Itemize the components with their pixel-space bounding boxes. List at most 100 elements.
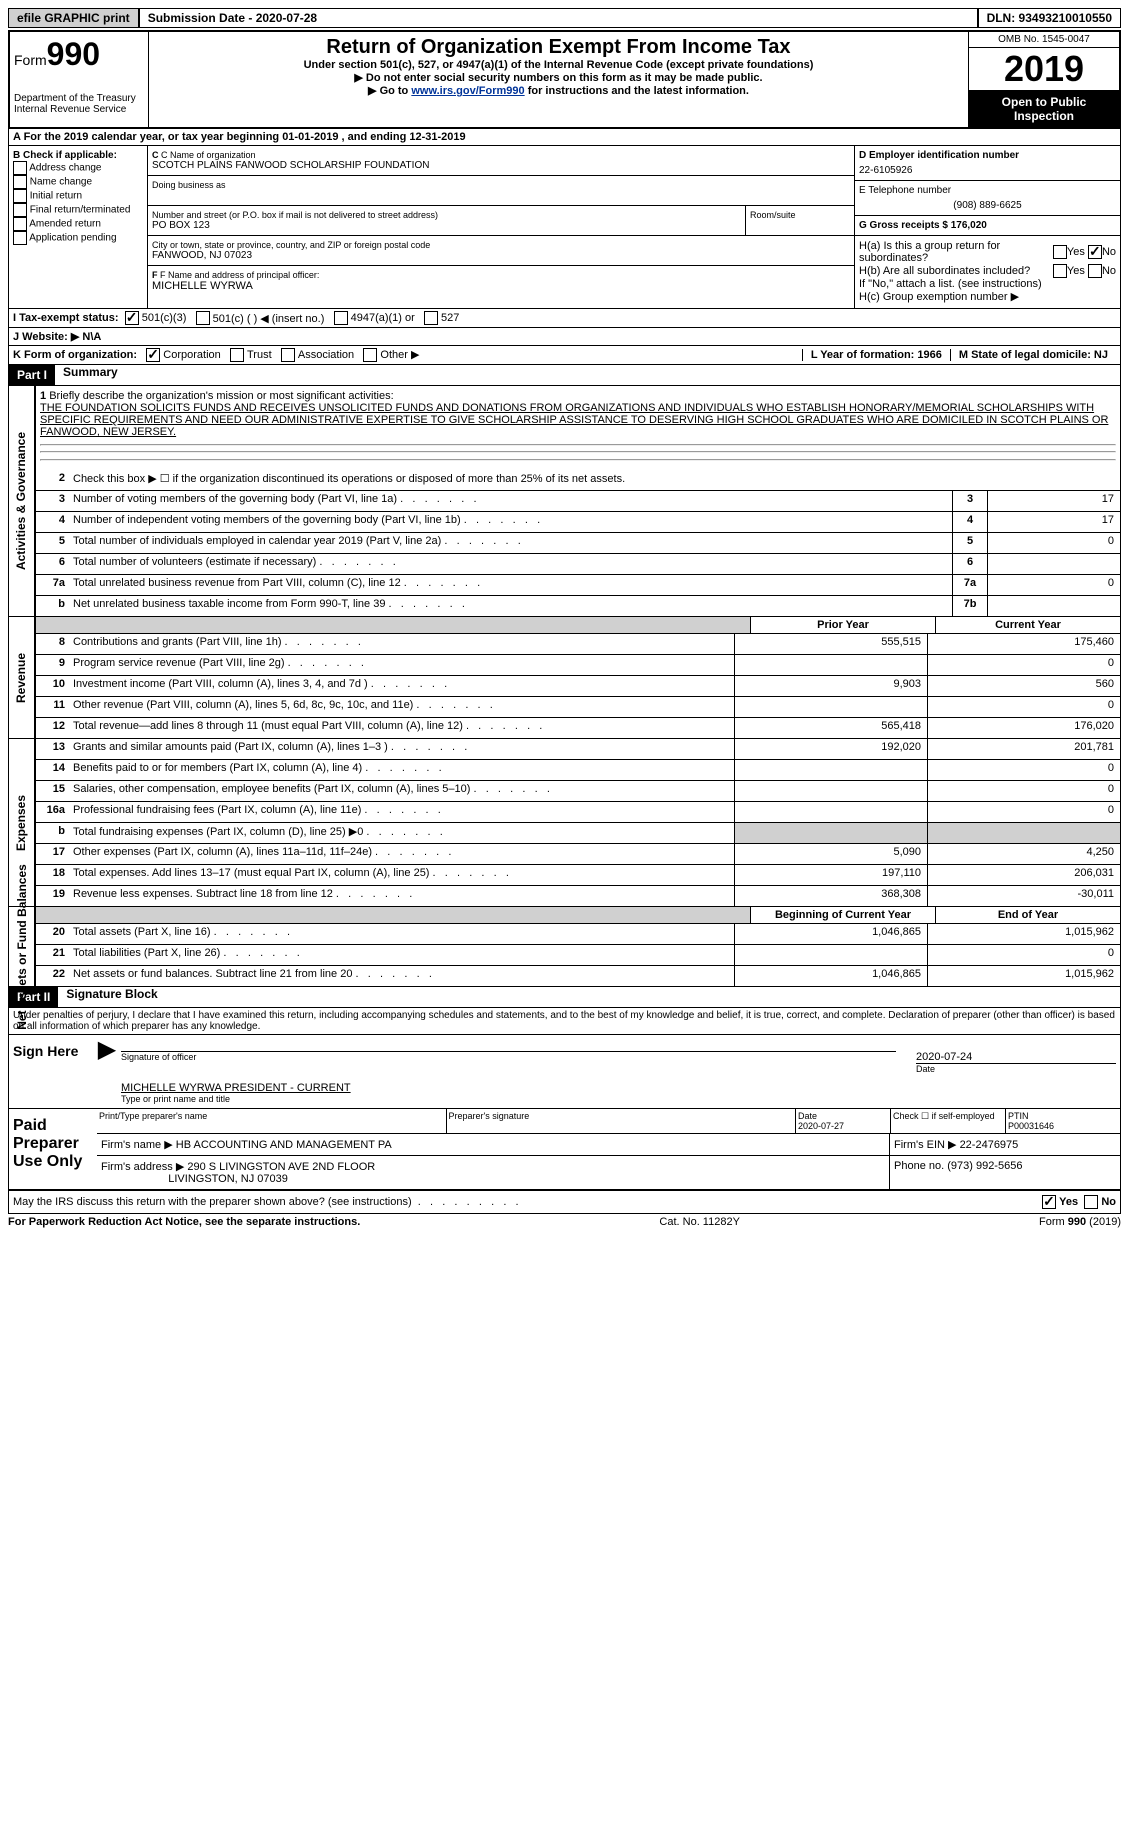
hdr-curr: Current Year bbox=[935, 617, 1120, 633]
m-state: M State of legal domicile: NJ bbox=[959, 349, 1108, 361]
table-row: 15Salaries, other compensation, employee… bbox=[36, 781, 1120, 802]
firm-addr1: 290 S LIVINGSTON AVE 2ND FLOOR bbox=[187, 1161, 375, 1173]
efile-btn[interactable]: efile GRAPHIC print bbox=[8, 8, 139, 28]
b-opt-check[interactable] bbox=[13, 231, 27, 245]
k-label: K Form of organization: bbox=[13, 349, 137, 361]
g-label: G Gross receipts $ 176,020 bbox=[859, 220, 987, 231]
b-opt-check[interactable] bbox=[13, 175, 27, 189]
assoc: Association bbox=[298, 349, 354, 361]
sig-officer-label: Signature of officer bbox=[121, 1052, 896, 1062]
ein: 22-6105926 bbox=[859, 165, 1116, 176]
yes-label: Yes bbox=[1067, 246, 1085, 258]
prep-date-v: 2020-07-27 bbox=[798, 1121, 844, 1131]
ptin: P00031646 bbox=[1008, 1121, 1054, 1131]
hb-no[interactable] bbox=[1088, 264, 1102, 278]
i-label: I Tax-exempt status: bbox=[13, 312, 119, 324]
table-row: 4Number of independent voting members of… bbox=[36, 512, 1120, 533]
part1-title: Summary bbox=[55, 365, 118, 385]
b-opt-check[interactable] bbox=[13, 189, 27, 203]
city: FANWOOD, NJ 07023 bbox=[152, 250, 850, 261]
hdr-end: End of Year bbox=[935, 907, 1120, 923]
irs-link[interactable]: www.irs.gov/Form990 bbox=[411, 85, 524, 97]
footer-mid: Cat. No. 11282Y bbox=[659, 1216, 740, 1228]
ptin-l: PTIN bbox=[1008, 1111, 1029, 1121]
footer: For Paperwork Reduction Act Notice, see … bbox=[8, 1214, 1121, 1228]
sig-date-label: Date bbox=[916, 1064, 1116, 1074]
phone: (908) 889-6625 bbox=[859, 200, 1116, 211]
firm-l: Firm's name ▶ bbox=[101, 1139, 173, 1151]
perjury: Under penalties of perjury, I declare th… bbox=[8, 1008, 1121, 1035]
table-row: 8Contributions and grants (Part VIII, li… bbox=[36, 634, 1120, 655]
officer-name: MICHELLE WYRWA PRESIDENT - CURRENT bbox=[121, 1082, 1116, 1094]
sign-here-block: Sign Here ▶ Signature of officer 2020-07… bbox=[8, 1035, 1121, 1191]
submission-date: Submission Date - 2020-07-28 bbox=[139, 8, 978, 28]
table-row: 13Grants and similar amounts paid (Part … bbox=[36, 739, 1120, 760]
b-opt: Name change bbox=[13, 175, 143, 189]
table-row: 19Revenue less expenses. Subtract line 1… bbox=[36, 886, 1120, 906]
hdr-begin: Beginning of Current Year bbox=[750, 907, 935, 923]
firm-addr2: LIVINGSTON, NJ 07039 bbox=[168, 1173, 288, 1185]
table-row: 20Total assets (Part X, line 16)1,046,86… bbox=[36, 924, 1120, 945]
org-name: SCOTCH PLAINS FANWOOD SCHOLARSHIP FOUNDA… bbox=[152, 160, 850, 171]
o3: 4947(a)(1) or bbox=[351, 312, 415, 324]
corp-check[interactable] bbox=[146, 348, 160, 362]
table-row: 7aTotal unrelated business revenue from … bbox=[36, 575, 1120, 596]
4947-check[interactable] bbox=[334, 311, 348, 325]
top-bar: efile GRAPHIC print Submission Date - 20… bbox=[8, 8, 1121, 28]
sign-here: Sign Here bbox=[9, 1035, 97, 1108]
b-opt: Amended return bbox=[13, 217, 143, 231]
irs-no[interactable] bbox=[1084, 1195, 1098, 1209]
o2: 501(c) ( ) ◀ (insert no.) bbox=[213, 312, 325, 325]
other-check[interactable] bbox=[363, 348, 377, 362]
hdr-prior: Prior Year bbox=[750, 617, 935, 633]
form-990: 990 bbox=[47, 36, 100, 72]
b-opt-check[interactable] bbox=[13, 203, 27, 217]
hb-yes[interactable] bbox=[1053, 264, 1067, 278]
irs-yes[interactable] bbox=[1042, 1195, 1056, 1209]
b-opt-check[interactable] bbox=[13, 161, 27, 175]
form-label: Form bbox=[14, 52, 47, 68]
q2: Check this box ▶ ☐ if the organization d… bbox=[69, 470, 1120, 490]
addr: PO BOX 123 bbox=[152, 220, 741, 231]
no-label: No bbox=[1102, 246, 1116, 258]
side-gov: Activities & Governance bbox=[15, 432, 29, 570]
footer-left: For Paperwork Reduction Act Notice, see … bbox=[8, 1216, 360, 1228]
prep-name-l: Print/Type preparer's name bbox=[97, 1109, 447, 1133]
corp: Corporation bbox=[163, 349, 220, 361]
check-self: Check ☐ if self-employed bbox=[891, 1109, 1006, 1133]
table-row: bTotal fundraising expenses (Part IX, co… bbox=[36, 823, 1120, 844]
return-title: Return of Organization Exempt From Incom… bbox=[153, 36, 964, 59]
type-name-label: Type or print name and title bbox=[121, 1094, 1116, 1104]
side-net: Net Assets or Fund Balances bbox=[15, 864, 29, 1030]
c-label: C Name of organization bbox=[161, 150, 256, 160]
col-b: B Check if applicable: Address change Na… bbox=[9, 146, 148, 308]
phone-l: Phone no. bbox=[894, 1160, 944, 1172]
irs-yes-l: Yes bbox=[1059, 1196, 1078, 1208]
table-row: 12Total revenue—add lines 8 through 11 (… bbox=[36, 718, 1120, 738]
row-i: I Tax-exempt status: 501(c)(3) 501(c) ( … bbox=[8, 309, 1121, 328]
trust-check[interactable] bbox=[230, 348, 244, 362]
goto-pre: ▶ Go to bbox=[368, 85, 411, 97]
firm-addr-l: Firm's address ▶ bbox=[101, 1161, 184, 1173]
501c-check[interactable] bbox=[196, 311, 210, 325]
tax-year: 2019 bbox=[969, 48, 1119, 91]
table-row: bNet unrelated business taxable income f… bbox=[36, 596, 1120, 616]
o1: 501(c)(3) bbox=[142, 312, 187, 324]
assoc-check[interactable] bbox=[281, 348, 295, 362]
ha-no[interactable] bbox=[1088, 245, 1102, 259]
table-row: 6Total number of volunteers (estimate if… bbox=[36, 554, 1120, 575]
527-check[interactable] bbox=[424, 311, 438, 325]
col-c: C C Name of organization SCOTCH PLAINS F… bbox=[148, 146, 855, 308]
501c3-check[interactable] bbox=[125, 311, 139, 325]
table-row: 21Total liabilities (Part X, line 26)0 bbox=[36, 945, 1120, 966]
footer-right: Form 990 (2019) bbox=[1039, 1216, 1121, 1228]
q1: Briefly describe the organization's miss… bbox=[49, 390, 393, 402]
b-opt-check[interactable] bbox=[13, 217, 27, 231]
omb: OMB No. 1545-0047 bbox=[969, 32, 1119, 48]
firm-ein: 22-2476975 bbox=[960, 1139, 1019, 1151]
paid-prep: Paid Preparer Use Only bbox=[9, 1109, 97, 1189]
room-label: Room/suite bbox=[750, 210, 850, 220]
prep-sig-l: Preparer's signature bbox=[447, 1109, 797, 1133]
ha-yes[interactable] bbox=[1053, 245, 1067, 259]
table-row: 14Benefits paid to or for members (Part … bbox=[36, 760, 1120, 781]
